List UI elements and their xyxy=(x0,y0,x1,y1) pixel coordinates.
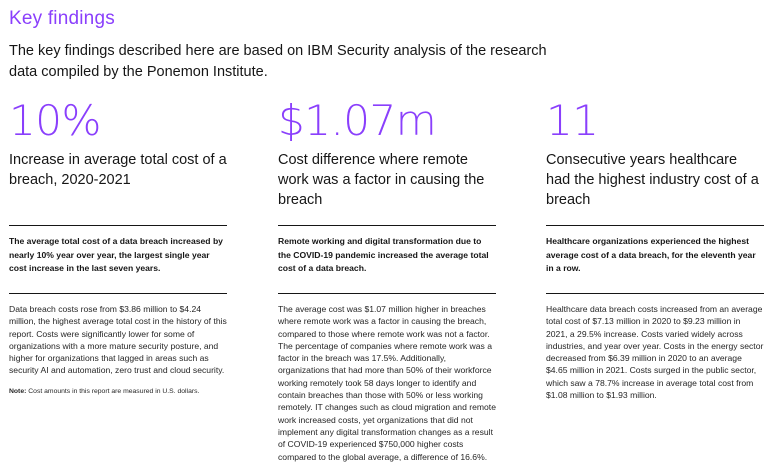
stat-value: 10% xyxy=(9,96,101,145)
finding-summary: Healthcare organizations experienced the… xyxy=(546,236,756,273)
intro-text: The key findings described here are base… xyxy=(9,43,547,80)
stat-subtitle: Consecutive years healthcare had the hig… xyxy=(546,152,759,208)
note-label: Note: xyxy=(9,387,27,395)
finding-column-healthcare: 11 Consecutive years healthcare had the … xyxy=(546,98,764,401)
finding-column-remote-work: $1.07m Cost difference where remote work… xyxy=(278,98,496,463)
divider xyxy=(546,225,764,226)
page-title: Key findings xyxy=(9,8,115,29)
divider xyxy=(9,225,227,226)
stat-value: $1.07m xyxy=(278,96,437,145)
finding-body: Healthcare data breach costs increased f… xyxy=(546,304,764,401)
divider xyxy=(546,293,764,294)
finding-body: The average cost was $1.07 million highe… xyxy=(278,304,496,462)
stat-value: 11 xyxy=(546,96,599,145)
stat-subtitle: Increase in average total cost of a brea… xyxy=(9,152,227,188)
divider xyxy=(9,293,227,294)
finding-summary: The average total cost of a data breach … xyxy=(9,236,223,273)
divider xyxy=(278,293,496,294)
divider xyxy=(278,225,496,226)
note: Note: Cost amounts in this report are me… xyxy=(9,388,227,395)
finding-body: Data breach costs rose from $3.86 millio… xyxy=(9,304,227,376)
note-text: Cost amounts in this report are measured… xyxy=(28,387,200,395)
finding-column-cost-increase: 10% Increase in average total cost of a … xyxy=(9,98,227,395)
stat-subtitle: Cost difference where remote work was a … xyxy=(278,152,485,208)
finding-summary: Remote working and digital transformatio… xyxy=(278,236,489,273)
